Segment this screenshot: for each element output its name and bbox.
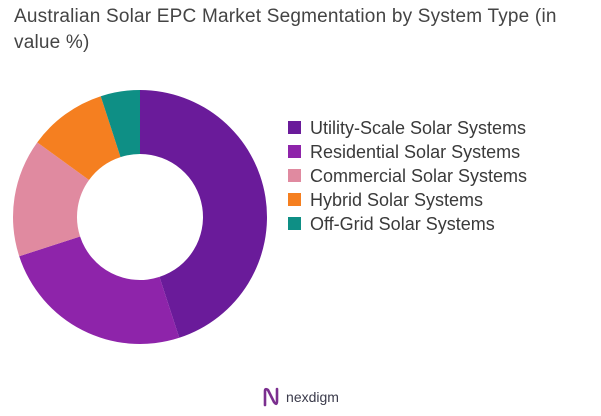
legend-swatch xyxy=(288,145,301,158)
donut-slice-commercial-solar-systems xyxy=(12,142,90,257)
legend-label: Residential Solar Systems xyxy=(310,142,521,162)
legend-item: Utility-Scale Solar Systems xyxy=(288,116,588,140)
legend-swatch xyxy=(288,217,301,230)
donut-slice-hybrid-solar-systems xyxy=(37,96,121,180)
chart-title: Australian Solar EPC Market Segmentation… xyxy=(14,6,557,53)
legend-label: Hybrid Solar Systems xyxy=(310,190,484,210)
donut-slice-residential-solar-systems xyxy=(19,236,180,344)
legend-item: Commercial Solar Systems xyxy=(288,164,588,188)
legend-item: Off-Grid Solar Systems xyxy=(288,212,588,236)
legend-label: Utility-Scale Solar Systems xyxy=(310,118,527,138)
footer-brand: nexdigm xyxy=(0,386,601,408)
legend-item: Residential Solar Systems xyxy=(288,140,588,164)
legend-swatch xyxy=(288,169,301,182)
chart-legend: Utility-Scale Solar Systems Residential S… xyxy=(288,116,588,236)
donut-slice-off-grid-solar-systems xyxy=(100,90,140,158)
donut-slice-utility-scale-solar-systems xyxy=(140,90,268,338)
brand-name: nexdigm xyxy=(286,389,339,405)
nexdigm-logo-icon xyxy=(263,387,279,407)
legend-label: Off-Grid Solar Systems xyxy=(310,214,495,234)
legend-swatch xyxy=(288,193,301,206)
legend-swatch xyxy=(288,121,301,134)
legend-item: Hybrid Solar Systems xyxy=(288,188,588,212)
legend-label: Commercial Solar Systems xyxy=(310,166,528,186)
